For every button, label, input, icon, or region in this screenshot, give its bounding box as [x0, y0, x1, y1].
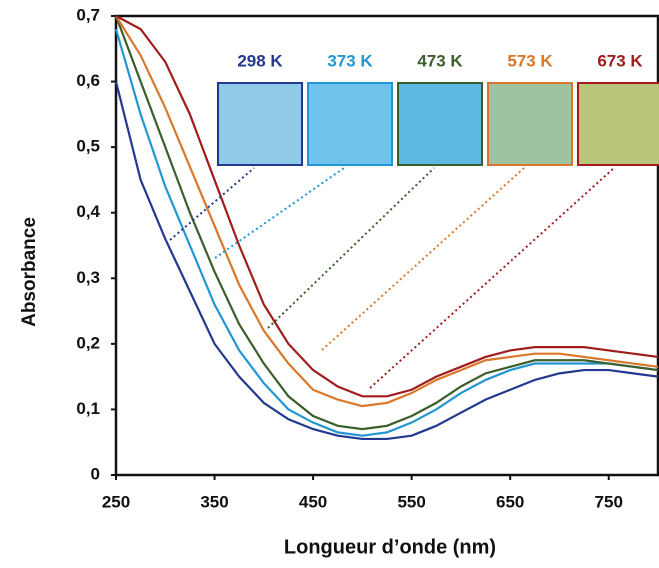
inset-label: 298 K [237, 51, 283, 70]
x-tick-label: 750 [595, 492, 623, 511]
pointer-arrow [267, 167, 435, 329]
x-tick-label: 350 [200, 492, 228, 511]
inset-photo [217, 82, 303, 166]
series-line [115, 15, 659, 398]
inset-label: 473 K [417, 51, 463, 70]
y-tick-label: 0,4 [76, 202, 100, 221]
y-tick-label: 0,3 [76, 268, 100, 287]
inset-photo [487, 82, 573, 166]
x-axis-title: Longueur d’onde (nm) [284, 536, 496, 558]
x-tick-label: 450 [299, 492, 327, 511]
x-tick-label: 250 [102, 492, 130, 511]
inset-photo [307, 82, 393, 166]
y-tick-label: 0,1 [76, 399, 100, 418]
inset-photo [397, 82, 483, 166]
series-line [114, 28, 659, 437]
plot-frame [114, 14, 659, 477]
y-tick-label: 0,7 [76, 5, 100, 24]
series-line [115, 15, 659, 408]
y-tick-label: 0,5 [76, 137, 100, 156]
inset-label: 573 K [507, 51, 553, 70]
x-tick-label: 550 [397, 492, 425, 511]
inset-label: 373 K [327, 51, 373, 70]
series-line [114, 81, 659, 441]
inset-photo [577, 82, 659, 166]
series-line [114, 15, 659, 431]
x-tick-label: 650 [496, 492, 524, 511]
y-tick-label: 0,6 [76, 71, 100, 90]
pointer-arrow [214, 167, 345, 259]
pointer-arrow [169, 167, 255, 241]
y-axis-title: Absorbance [19, 217, 40, 327]
inset-label: 673 K [597, 51, 643, 70]
pointer-arrow [321, 167, 525, 351]
y-tick-label: 0 [91, 464, 100, 483]
y-tick-label: 0,2 [76, 333, 100, 352]
